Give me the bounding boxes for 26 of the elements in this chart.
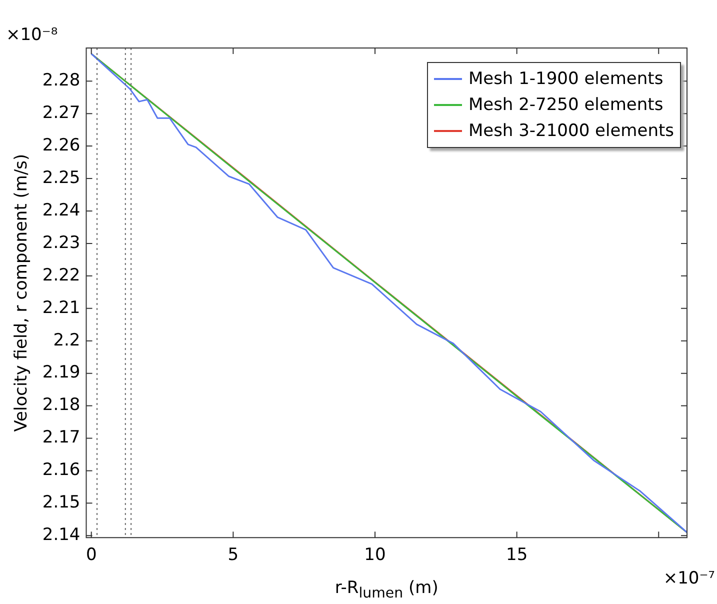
y-tick-label: 2.2	[53, 330, 80, 350]
x-tick-label: 10	[364, 545, 386, 566]
y-tick-label: 2.22	[42, 265, 80, 286]
y-tick-label: 2.24	[42, 200, 80, 220]
y-tick-label: 2.27	[42, 103, 80, 124]
legend-label: Mesh 1-1900 elements	[468, 68, 664, 91]
y-tick-label: 2.21	[42, 298, 80, 318]
text: ×10⁻⁷	[663, 568, 716, 589]
y-tick-label: 2.14	[42, 525, 80, 546]
y-tick-label: 2.18	[42, 395, 80, 416]
y-tick-label: 2.23	[42, 232, 80, 253]
y-tick-label: 2.17	[42, 428, 80, 448]
x-axis-title: r-R$_{lumen}$ (m)	[334, 578, 438, 602]
y-tick-label: 2.16	[42, 460, 80, 480]
legend-label: Mesh 3-21000 elements	[468, 120, 674, 143]
y-tick-label: 2.28	[42, 70, 80, 91]
y-tick-label: 2.19	[42, 362, 80, 383]
x-tick-label: 0	[86, 545, 97, 566]
x-tick-label: 15	[506, 545, 528, 566]
legend-label: Mesh 2-7250 elements	[468, 94, 664, 117]
y-tick-label: 2.26	[42, 135, 80, 156]
y-tick-label: 2.25	[42, 168, 80, 188]
text: ×10⁻⁸	[6, 24, 58, 45]
y-tick-label: 2.15	[42, 492, 80, 513]
y-axis-title: Velocity field, r component (m/s)	[12, 154, 32, 432]
x-tick-label: 5	[228, 545, 239, 566]
